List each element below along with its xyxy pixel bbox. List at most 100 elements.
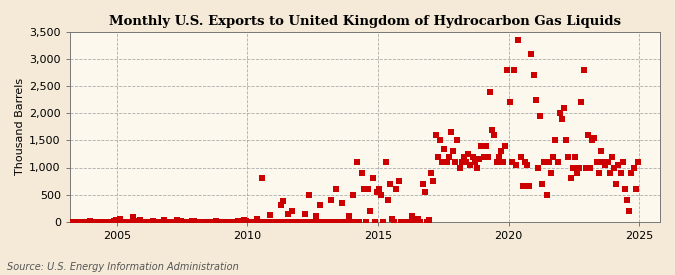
Point: [178, 219, 188, 224]
Point: [171, 218, 182, 222]
Point: [574, 165, 585, 170]
Point: [122, 219, 132, 224]
Point: [504, 100, 515, 104]
Point: [330, 187, 341, 191]
Point: [626, 171, 637, 175]
Point: [259, 219, 269, 224]
Point: [528, 73, 539, 78]
Point: [273, 219, 284, 224]
Point: [271, 219, 282, 224]
Point: [346, 219, 356, 224]
Point: [583, 133, 593, 137]
Point: [622, 198, 632, 202]
Point: [113, 219, 124, 224]
Point: [382, 198, 393, 202]
Point: [221, 219, 232, 224]
Point: [531, 98, 541, 102]
Point: [280, 219, 291, 224]
Point: [126, 219, 136, 224]
Point: [93, 219, 104, 224]
Point: [243, 219, 254, 224]
Point: [376, 192, 387, 197]
Point: [485, 89, 495, 94]
Point: [108, 219, 119, 224]
Point: [202, 219, 213, 224]
Point: [572, 171, 583, 175]
Point: [265, 213, 275, 218]
Point: [341, 219, 352, 224]
Point: [365, 209, 376, 213]
Point: [104, 219, 115, 224]
Point: [537, 182, 547, 186]
Point: [387, 217, 398, 221]
Point: [158, 218, 169, 222]
Point: [130, 219, 140, 224]
Point: [282, 211, 293, 216]
Point: [493, 155, 504, 159]
Point: [417, 182, 428, 186]
Point: [289, 219, 300, 224]
Point: [211, 218, 221, 223]
Point: [80, 219, 90, 224]
Point: [628, 165, 639, 170]
Point: [508, 68, 519, 72]
Point: [78, 219, 88, 224]
Point: [332, 219, 343, 224]
Point: [132, 219, 143, 223]
Point: [182, 219, 193, 224]
Point: [315, 203, 326, 208]
Point: [313, 219, 323, 224]
Point: [141, 219, 152, 224]
Point: [163, 219, 173, 224]
Point: [463, 152, 474, 156]
Point: [90, 219, 101, 224]
Point: [513, 38, 524, 42]
Point: [535, 114, 545, 118]
Point: [71, 219, 82, 224]
Point: [106, 219, 117, 224]
Point: [576, 100, 587, 104]
Point: [511, 163, 522, 167]
Text: Source: U.S. Energy Information Administration: Source: U.S. Energy Information Administ…: [7, 262, 238, 272]
Point: [618, 160, 628, 164]
Point: [184, 219, 195, 224]
Point: [186, 219, 197, 224]
Point: [489, 133, 500, 137]
Point: [193, 219, 204, 224]
Point: [472, 165, 483, 170]
Point: [110, 218, 121, 222]
Point: [552, 160, 563, 164]
Point: [600, 163, 611, 167]
Point: [611, 182, 622, 186]
Point: [306, 219, 317, 224]
Point: [225, 219, 236, 224]
Point: [248, 219, 259, 224]
Point: [585, 165, 595, 170]
Point: [263, 219, 273, 224]
Point: [228, 219, 239, 224]
Point: [448, 149, 458, 153]
Point: [378, 219, 389, 224]
Point: [474, 157, 485, 162]
Point: [180, 219, 191, 224]
Point: [343, 214, 354, 219]
Point: [115, 217, 126, 221]
Point: [350, 219, 360, 224]
Point: [517, 184, 528, 189]
Point: [426, 171, 437, 175]
Point: [117, 219, 128, 224]
Point: [587, 138, 598, 143]
Point: [487, 127, 497, 132]
Point: [500, 144, 511, 148]
Point: [604, 171, 615, 175]
Point: [124, 219, 134, 224]
Point: [256, 176, 267, 181]
Point: [580, 165, 591, 170]
Point: [358, 187, 369, 191]
Point: [300, 211, 310, 216]
Point: [424, 218, 435, 222]
Point: [632, 160, 643, 164]
Point: [374, 187, 385, 191]
Point: [543, 160, 554, 164]
Point: [430, 133, 441, 137]
